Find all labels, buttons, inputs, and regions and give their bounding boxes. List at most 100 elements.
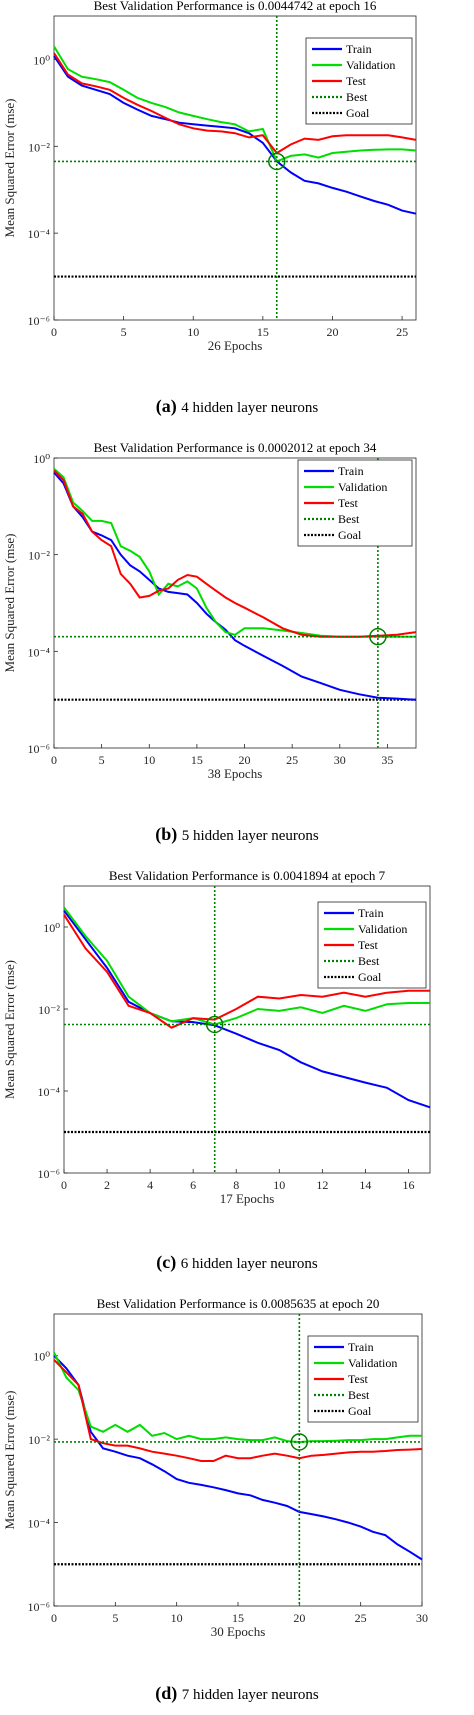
y-tick-label: 10⁻⁴ — [27, 227, 50, 241]
x-tick-label: 0 — [51, 1611, 57, 1625]
legend-label-train: Train — [338, 464, 364, 478]
y-tick-label: 10⁻⁶ — [37, 1167, 60, 1181]
x-tick-label: 12 — [316, 1178, 328, 1192]
x-axis-label: 38 Epochs — [208, 766, 263, 781]
y-tick-label: 10⁰ — [33, 452, 50, 466]
x-tick-label: 0 — [61, 1178, 67, 1192]
series-line-train — [53, 55, 417, 215]
legend-label-goal: Goal — [358, 970, 382, 984]
caption-text: 6 hidden layer neurons — [181, 1256, 318, 1272]
x-tick-label: 14 — [359, 1178, 371, 1192]
x-tick-label: 16 — [402, 1178, 414, 1192]
x-tick-label: 4 — [147, 1178, 153, 1192]
figure-caption: (b) 5 hidden layer neurons — [155, 824, 319, 845]
series-line-test — [53, 52, 417, 155]
legend-label-train: Train — [346, 42, 372, 56]
figure-caption: (c) 6 hidden layer neurons — [156, 1252, 318, 1273]
best-point-marker — [268, 152, 286, 171]
y-tick-label: 10⁻² — [28, 1433, 50, 1447]
y-axis-label: Mean Squared Error (mse) — [2, 960, 17, 1099]
legend-label-best: Best — [346, 90, 368, 104]
chart-panel-b: Best Validation Performance is 0.0002012… — [2, 440, 417, 845]
chart-panel-d: Best Validation Performance is 0.0085635… — [2, 1296, 428, 1704]
legend-label-goal: Goal — [346, 106, 370, 120]
legend-label-test: Test — [348, 1372, 368, 1386]
chart-title: Best Validation Performance is 0.0044742… — [94, 0, 377, 13]
y-tick-label: 10⁻⁶ — [27, 314, 50, 328]
legend: Train Validation Test Best Goal — [307, 1335, 419, 1423]
caption-text: 7 hidden layer neurons — [182, 1687, 319, 1703]
x-tick-label: 15 — [257, 325, 269, 339]
x-tick-label: 10 — [187, 325, 199, 339]
y-tick-label: 10⁰ — [43, 921, 60, 935]
caption-text: 5 hidden layer neurons — [182, 828, 319, 844]
y-tick-label: 10⁻⁴ — [27, 1517, 50, 1531]
axes-box — [53, 457, 417, 749]
caption-letter: (c) — [156, 1252, 180, 1273]
legend-label-test: Test — [346, 74, 366, 88]
series-line-test — [53, 1359, 423, 1462]
y-tick-label: 10⁰ — [33, 1350, 50, 1364]
legend-label-train: Train — [358, 906, 384, 920]
x-tick-label: 25 — [286, 753, 298, 767]
legend-label-goal: Goal — [348, 1404, 372, 1418]
x-tick-label: 15 — [232, 1611, 244, 1625]
y-tick-label: 10⁻² — [28, 140, 50, 154]
series-line-train — [53, 1355, 423, 1561]
chart-title: Best Validation Performance is 0.0085635… — [97, 1296, 380, 1311]
series-line-validation — [53, 1351, 422, 1444]
series-line-test — [63, 914, 430, 1029]
x-tick-label: 10 — [143, 753, 155, 767]
x-tick-label: 30 — [334, 753, 346, 767]
y-axis-label: Mean Squared Error (mse) — [2, 534, 17, 673]
legend-label-test: Test — [338, 496, 358, 510]
caption-letter: (a) — [156, 396, 182, 417]
axes-box — [53, 15, 417, 321]
x-tick-label: 25 — [355, 1611, 367, 1625]
y-tick-label: 10⁻⁴ — [37, 1085, 60, 1099]
x-tick-label: 20 — [239, 753, 251, 767]
series-line-validation — [53, 45, 417, 163]
y-axis-label: Mean Squared Error (mse) — [2, 1391, 17, 1530]
best-point-marker — [369, 627, 387, 646]
y-tick-label: 10⁻⁶ — [27, 742, 50, 756]
x-tick-label: 0 — [51, 753, 57, 767]
chart-title: Best Validation Performance is 0.0002012… — [94, 440, 377, 455]
x-tick-label: 20 — [293, 1611, 305, 1625]
legend-label-goal: Goal — [338, 528, 362, 542]
legend-label-best: Best — [338, 512, 360, 526]
legend: Train Validation Test Best Goal — [297, 459, 413, 547]
legend: Train Validation Test Best Goal — [305, 37, 413, 125]
y-tick-label: 10⁻² — [38, 1003, 60, 1017]
x-axis-label: 26 Epochs — [208, 338, 263, 353]
axes-box — [63, 885, 431, 1174]
legend: Train Validation Test Best Goal — [317, 901, 427, 989]
x-tick-label: 10 — [273, 1178, 285, 1192]
x-tick-label: 30 — [416, 1611, 428, 1625]
legend-label-validation: Validation — [346, 58, 395, 72]
x-axis-label: 30 Epochs — [211, 1624, 266, 1639]
y-axis-label: Mean Squared Error (mse) — [2, 99, 17, 238]
x-tick-label: 35 — [381, 753, 393, 767]
legend-label-test: Test — [358, 938, 378, 952]
x-tick-label: 0 — [51, 325, 57, 339]
best-point-marker — [290, 1433, 309, 1451]
caption-letter: (d) — [155, 1683, 182, 1704]
best-point-marker — [205, 1015, 224, 1034]
caption-letter: (b) — [155, 824, 182, 845]
caption-text: 4 hidden layer neurons — [181, 400, 318, 416]
x-tick-label: 5 — [121, 325, 127, 339]
x-tick-label: 15 — [191, 753, 203, 767]
figure-caption: (a) 4 hidden layer neurons — [156, 396, 319, 417]
legend-label-validation: Validation — [358, 922, 407, 936]
x-tick-label: 20 — [326, 325, 338, 339]
chart-panel-c: Best Validation Performance is 0.0041894… — [2, 868, 431, 1273]
x-tick-label: 5 — [112, 1611, 118, 1625]
y-tick-label: 10⁻² — [28, 549, 50, 563]
figure-caption: (d) 7 hidden layer neurons — [155, 1683, 319, 1704]
series-line-train — [63, 910, 431, 1109]
x-tick-label: 5 — [99, 753, 105, 767]
legend-label-best: Best — [348, 1388, 370, 1402]
legend-box — [305, 37, 413, 125]
y-tick-label: 10⁻⁴ — [27, 645, 50, 659]
